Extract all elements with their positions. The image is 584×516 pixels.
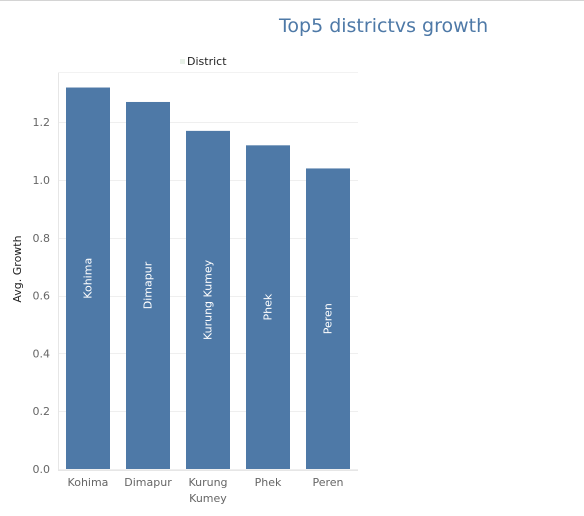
legend[interactable]: District [180, 54, 227, 68]
legend-swatch [180, 58, 185, 64]
x-tick-label: Kumey [189, 492, 227, 505]
bar[interactable] [306, 168, 350, 469]
bar-label: Phek [262, 293, 275, 320]
bar-label: Kohima [82, 258, 95, 299]
y-tick-label: 0.0 [33, 463, 51, 476]
y-tick-label: 1.2 [33, 116, 51, 129]
x-tick-label: Kurung [188, 476, 227, 489]
x-tick-label: Dimapur [124, 476, 172, 489]
y-tick-label: 0.8 [33, 232, 51, 245]
chart-title: Top5 districtvs growth [279, 15, 489, 37]
bar-label: Peren [322, 303, 335, 334]
bar[interactable] [246, 145, 290, 469]
bar[interactable] [126, 101, 170, 469]
top-border-line [0, 0, 584, 1]
y-tick-label: 0.6 [33, 290, 51, 303]
bar-label: Dimapur [142, 261, 155, 309]
x-tick-label: Phek [255, 476, 282, 489]
bar-label: Kurung Kumey [202, 259, 215, 340]
y-axis-label: Avg. Growth [11, 235, 24, 302]
y-tick-label: 1.0 [33, 174, 51, 187]
bar[interactable] [186, 130, 230, 469]
bar[interactable] [66, 87, 110, 470]
y-tick-label: 0.2 [33, 405, 51, 418]
x-tick-label: Kohima [68, 476, 109, 489]
legend-label: District [187, 54, 227, 68]
y-tick-label: 0.4 [33, 347, 51, 360]
x-tick-label: Peren [312, 476, 343, 489]
